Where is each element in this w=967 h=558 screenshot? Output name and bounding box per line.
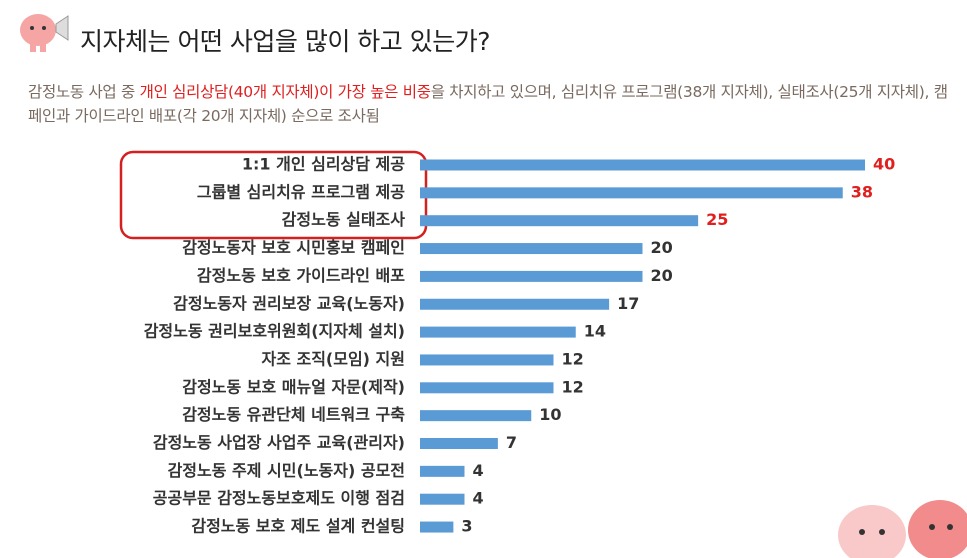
category-label: 감정노동 보호 가이드라인 배포 — [197, 266, 405, 285]
chart-title: 지자체는 어떤 사업을 많이 하고 있는가? — [80, 27, 491, 56]
value-label: 3 — [461, 517, 472, 536]
value-label: 12 — [562, 349, 584, 368]
value-label: 4 — [473, 489, 484, 508]
bar — [420, 465, 465, 477]
mascot-decoration — [838, 500, 967, 558]
bar — [420, 493, 465, 505]
chart-subtitle: 감정노동 사업 중 개인 심리상담(40개 지자체)이 가장 높은 비중을 차지… — [28, 80, 958, 128]
value-label: 40 — [873, 155, 895, 174]
subtitle-part: 감정노동 사업 중 — [28, 83, 140, 101]
bar — [420, 243, 643, 255]
bar — [420, 270, 643, 282]
category-label: 1:1 개인 심리상담 제공 — [242, 155, 405, 174]
subtitle-part: 을 차지하고 있으며, 심리치유 프로그램(38개 지자체), 실태조사(25개… — [28, 83, 948, 125]
category-label: 감정노동자 권리보장 교육(노동자) — [173, 294, 405, 313]
category-label: 자조 조직(모임) 지원 — [261, 349, 405, 368]
value-label: 7 — [506, 433, 517, 452]
category-label: 감정노동 권리보호위원회(지자체 설치) — [144, 322, 405, 341]
bar — [420, 159, 865, 171]
value-label: 4 — [473, 461, 484, 480]
category-label: 공공부문 감정노동보호제도 이행 점검 — [153, 489, 405, 508]
mascot-icon — [20, 14, 69, 52]
category-label: 감정노동 실태조사 — [282, 210, 406, 229]
value-label: 17 — [617, 294, 639, 313]
bar — [420, 326, 576, 338]
category-label: 감정노동자 보호 시민홍보 캠페인 — [182, 238, 405, 257]
value-label: 10 — [539, 405, 561, 424]
bar — [420, 354, 554, 366]
category-label: 감정노동 보호 매뉴얼 자문(제작) — [182, 377, 405, 396]
value-label: 14 — [584, 322, 606, 341]
value-label: 25 — [706, 210, 728, 229]
bar — [420, 298, 610, 310]
category-label: 감정노동 사업장 사업주 교육(관리자) — [153, 433, 405, 452]
subtitle-part: 개인 심리상담(40개 지자체)이 가장 높은 비중 — [139, 83, 431, 101]
value-label: 38 — [851, 182, 873, 201]
bar — [420, 521, 454, 533]
bar — [420, 187, 843, 199]
category-label: 그룹별 심리치유 프로그램 제공 — [197, 182, 405, 201]
bar — [420, 410, 532, 422]
value-label: 20 — [651, 238, 673, 257]
value-label: 20 — [651, 266, 673, 285]
value-label: 12 — [562, 377, 584, 396]
category-label: 감정노동 유관단체 네트워크 구축 — [182, 405, 405, 424]
category-label: 감정노동 보호 제도 설계 컨설팅 — [191, 517, 405, 536]
bar — [420, 438, 498, 449]
bar — [420, 382, 554, 394]
category-label: 감정노동 주제 시민(노동자) 공모전 — [168, 461, 405, 480]
bar — [420, 215, 699, 227]
